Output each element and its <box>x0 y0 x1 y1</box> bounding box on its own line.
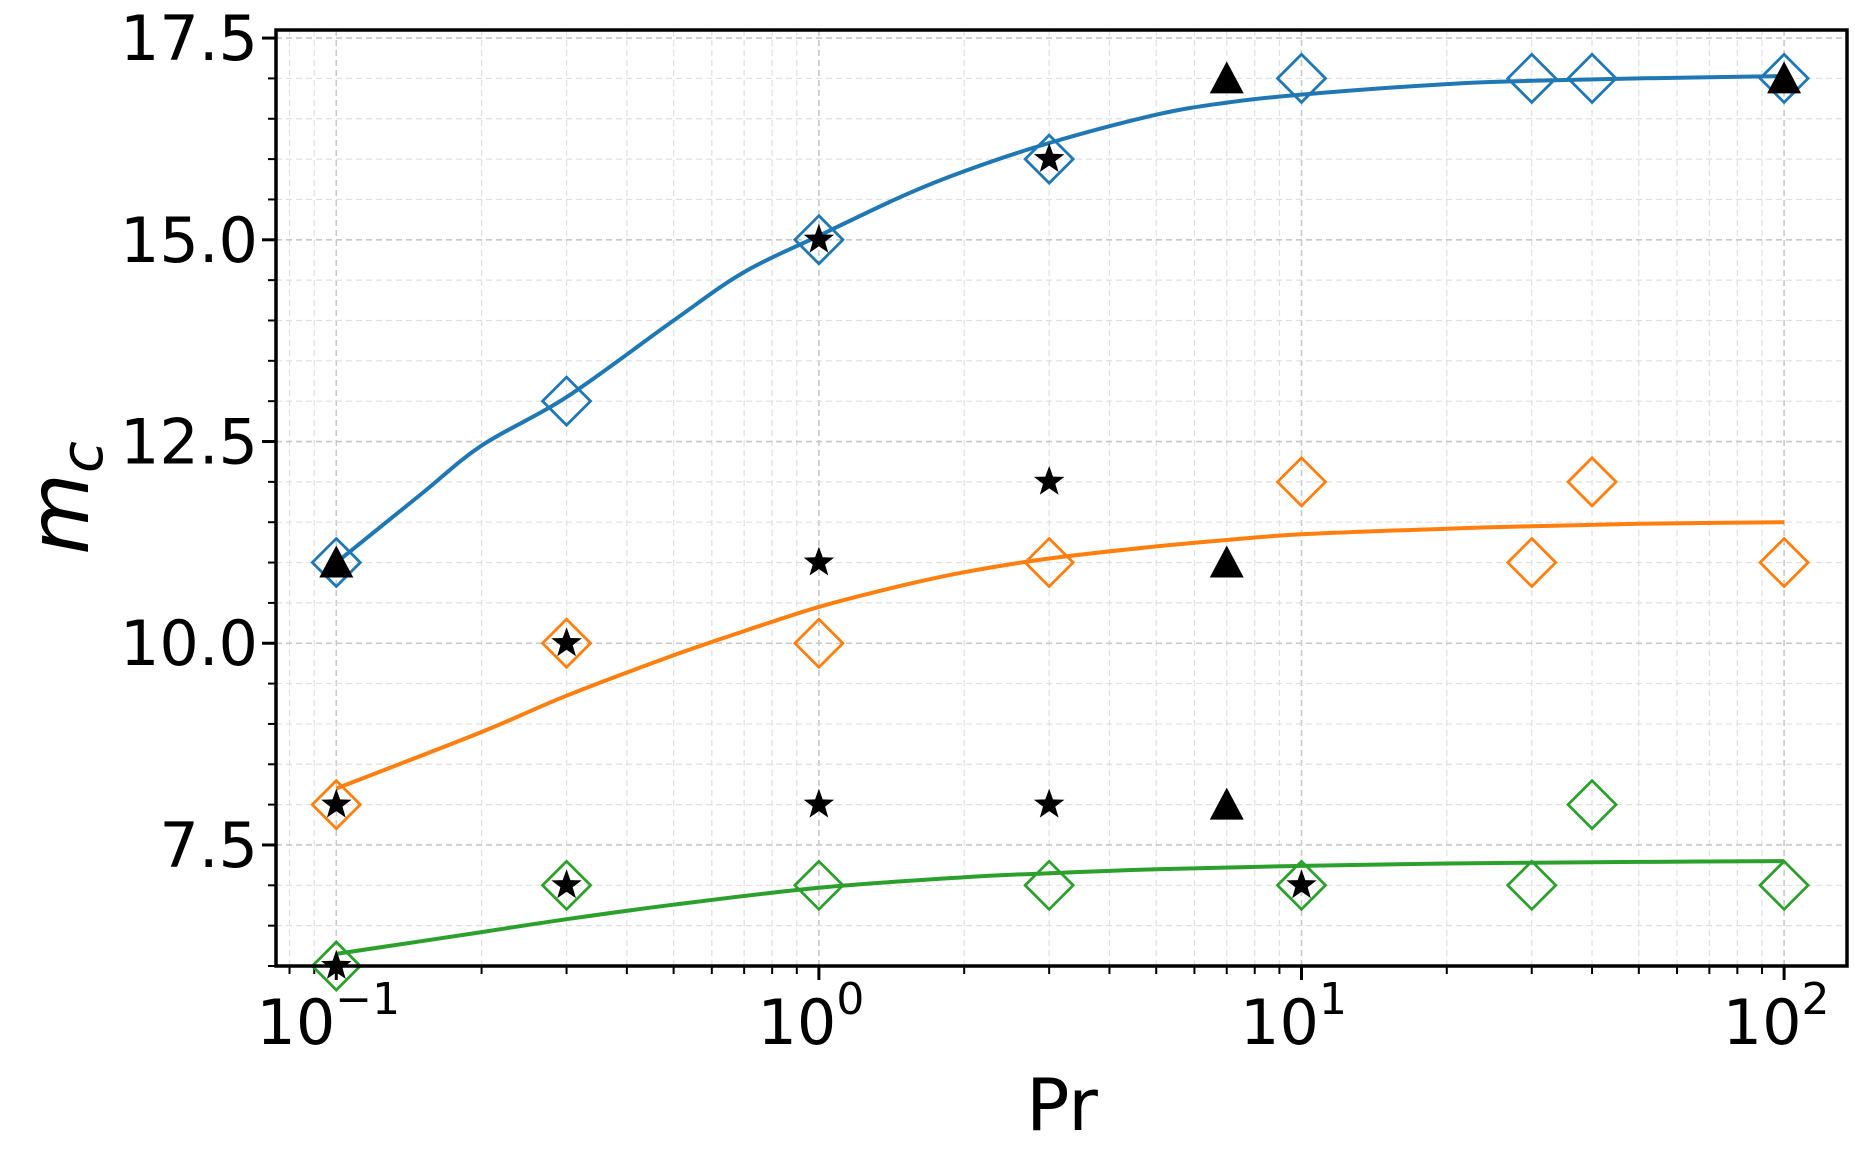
diamond-marker <box>1758 536 1811 589</box>
ticks <box>262 36 1786 980</box>
x-tick-base: 10 <box>256 986 335 1059</box>
diamond-marker <box>1023 133 1076 186</box>
x-tick-label: 102 <box>1723 974 1830 1059</box>
diamond-marker <box>540 859 593 912</box>
star-marker <box>1033 143 1065 172</box>
x-tick-exponent: −1 <box>335 974 400 1025</box>
diamond-marker <box>310 536 363 589</box>
grid <box>276 30 1847 967</box>
fit-curves <box>335 74 1785 956</box>
triangle-marker <box>1767 61 1802 94</box>
x-tick-label: 100 <box>757 974 864 1059</box>
diamond-marker <box>1758 859 1811 912</box>
star-marker <box>551 869 582 899</box>
y-tick-label: 17.5 <box>120 2 258 75</box>
diamond-marker <box>540 617 593 670</box>
x-tick-base: 10 <box>757 986 836 1059</box>
star-marker <box>1286 869 1317 899</box>
x-tick-exponent: 0 <box>836 974 864 1025</box>
diamond-marker <box>792 213 845 266</box>
y-tick-label: 10.0 <box>120 607 258 680</box>
diamond-marker <box>1566 778 1619 831</box>
x-tick-base: 10 <box>1240 986 1319 1059</box>
x-tick-base: 10 <box>1723 986 1802 1059</box>
x-tick-label: 10−1 <box>256 974 400 1059</box>
data-markers <box>310 52 1811 992</box>
x-tick-exponent: 1 <box>1319 974 1347 1025</box>
diamond-marker <box>1566 52 1619 105</box>
diamond-marker <box>1505 536 1558 589</box>
diamond-marker <box>1566 455 1619 508</box>
y-tick-label: 7.5 <box>159 809 258 882</box>
y-axis-label-main: m <box>10 473 108 555</box>
y-axis-label: mc <box>10 441 116 555</box>
y-tick-label: 15.0 <box>120 204 258 277</box>
triangle-marker <box>1209 787 1244 820</box>
diamond-marker <box>1275 52 1328 105</box>
diamond-marker <box>1505 859 1558 912</box>
triangle-marker <box>1209 61 1244 94</box>
diamond-marker <box>540 375 593 428</box>
star-marker <box>551 627 582 657</box>
diamond-marker <box>1758 52 1811 105</box>
diamond-marker <box>792 617 845 670</box>
fit-blue-line <box>335 74 1785 565</box>
star-marker <box>803 546 835 576</box>
diamond-marker <box>310 778 363 831</box>
diamond-marker <box>1505 52 1558 105</box>
x-axis-label: Pr <box>1026 1063 1098 1147</box>
triangle-marker <box>1209 545 1244 578</box>
x-tick-exponent: 2 <box>1802 974 1830 1025</box>
star-marker <box>1033 465 1065 495</box>
diamond-marker <box>1275 455 1328 508</box>
star-marker <box>803 223 835 253</box>
star-marker <box>1033 788 1065 818</box>
fit-orange-line <box>335 520 1785 791</box>
diamond-marker <box>1275 859 1328 912</box>
star-marker <box>803 788 835 818</box>
plot-frame <box>274 28 1849 968</box>
y-tick-label: 12.5 <box>120 406 258 479</box>
diamond-marker <box>792 859 845 912</box>
x-tick-label: 101 <box>1240 974 1347 1059</box>
diamond-marker <box>1023 859 1076 912</box>
diamond-marker <box>310 940 363 992</box>
triangle-marker <box>319 545 354 578</box>
tick-labels: 7.510.012.515.017.510−1 100 101 102 <box>120 2 1830 1059</box>
diamond-marker <box>1023 536 1076 589</box>
y-axis-label-subscript: c <box>48 441 116 473</box>
star-marker <box>321 788 352 818</box>
